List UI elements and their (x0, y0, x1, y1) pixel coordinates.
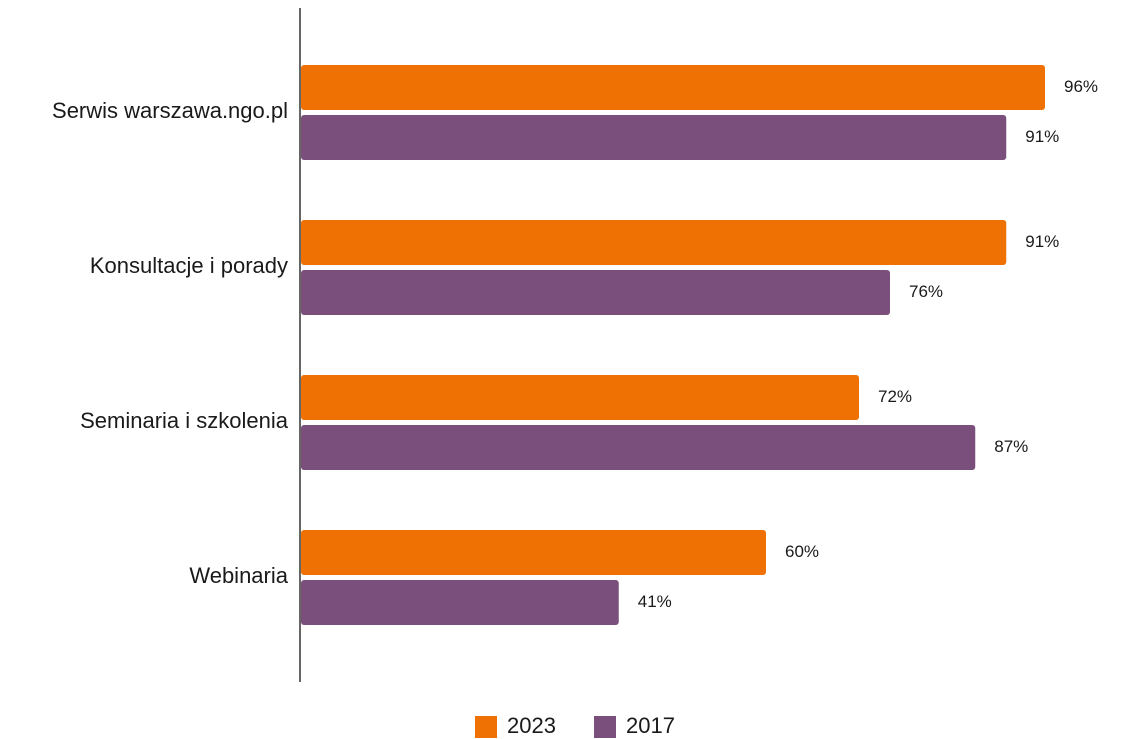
data-label: 87% (994, 437, 1028, 456)
bar-2023 (301, 530, 766, 575)
bar-2023 (301, 65, 1045, 110)
data-label: 96% (1064, 77, 1098, 96)
data-label: 76% (909, 282, 943, 301)
data-label: 91% (1025, 232, 1059, 251)
legend: 2023 2017 (475, 713, 675, 738)
data-label: 60% (785, 542, 819, 561)
legend-swatch-2023 (475, 716, 497, 738)
bar-2017 (301, 425, 976, 470)
bars (301, 65, 1045, 625)
legend-label-2017: 2017 (626, 713, 675, 738)
category-label: Serwis warszawa.ngo.pl (52, 98, 288, 123)
value-labels: 96% 91% 91% 76% 72% 87% 60% 41% (638, 77, 1098, 611)
data-label: 41% (638, 592, 672, 611)
category-label: Webinaria (189, 563, 288, 588)
legend-swatch-2017 (594, 716, 616, 738)
data-label: 91% (1025, 127, 1059, 146)
bar-2023 (301, 375, 859, 420)
category-labels: Serwis warszawa.ngo.pl Konsultacje i por… (52, 98, 289, 588)
bar-2023 (301, 220, 1007, 265)
data-label: 72% (878, 387, 912, 406)
legend-label-2023: 2023 (507, 713, 556, 738)
bar-2017 (301, 580, 619, 625)
category-label: Konsultacje i porady (90, 253, 288, 278)
category-label: Seminaria i szkolenia (80, 408, 289, 433)
bar-2017 (301, 270, 890, 315)
bar-2017 (301, 115, 1007, 160)
